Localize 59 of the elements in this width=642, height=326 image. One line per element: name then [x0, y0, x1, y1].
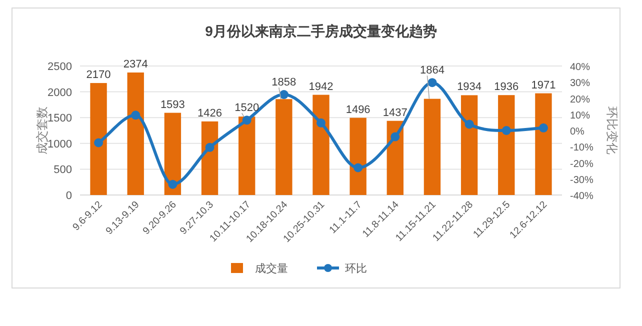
data-label: 1942 — [308, 80, 334, 93]
y-axis-title: 成交套数 — [35, 106, 49, 154]
data-label: 1593 — [160, 98, 185, 111]
data-label: 2374 — [123, 58, 148, 70]
data-label: 1864 — [420, 64, 444, 77]
y2-tick-label: 10% — [570, 110, 590, 122]
bar — [535, 93, 552, 195]
data-label: 1426 — [198, 107, 222, 120]
bar — [201, 121, 218, 195]
y-tick-label: 500 — [54, 164, 72, 176]
bar — [238, 116, 256, 195]
point — [428, 78, 437, 88]
bar — [460, 95, 478, 195]
y2-tick-label: -40% — [570, 191, 594, 202]
data-label: 2170 — [86, 69, 111, 82]
bar — [276, 99, 292, 195]
y-tick-label: 1000 — [48, 138, 72, 150]
y-tick-label: 2500 — [48, 61, 72, 73]
point — [131, 110, 140, 120]
data-label: 1971 — [531, 79, 556, 92]
point — [316, 118, 326, 128]
y2-tick-label: 40% — [570, 62, 590, 73]
y2-axis-title: 环比变化 — [605, 106, 619, 154]
data-label: 1858 — [272, 76, 296, 89]
y-tick-label: 2000 — [48, 86, 72, 99]
bar — [90, 83, 107, 195]
bar — [424, 98, 441, 195]
point — [168, 180, 178, 189]
data-label: 1496 — [346, 104, 370, 116]
point — [502, 126, 511, 135]
legend-label: 成交量 — [255, 262, 288, 275]
y2-tick-label: -10% — [570, 142, 594, 154]
point — [390, 132, 400, 142]
point — [94, 138, 104, 148]
y-tick-label: 1500 — [48, 112, 72, 125]
point — [354, 163, 363, 172]
y2-tick-label: 20% — [570, 94, 590, 106]
point — [538, 123, 548, 132]
bar — [127, 72, 144, 195]
data-label: 1934 — [457, 81, 482, 94]
y-tick-label: 0 — [66, 190, 72, 202]
y2-tick-label: 30% — [570, 78, 590, 90]
y2-tick-label: -20% — [570, 158, 594, 170]
y2-tick-label: 0% — [570, 126, 585, 138]
point — [279, 90, 288, 100]
chart-title: 9月份以来南京二手房成交量变化趋势 — [205, 23, 437, 39]
y2-tick-label: -30% — [570, 174, 594, 186]
bar — [350, 118, 366, 195]
point — [464, 120, 474, 129]
point — [242, 116, 252, 125]
data-label: 1936 — [494, 81, 519, 94]
data-label: 1437 — [382, 106, 408, 119]
bar — [386, 120, 404, 195]
bar — [164, 112, 182, 195]
data-label: 1520 — [234, 102, 260, 114]
point — [205, 142, 214, 152]
bar — [498, 95, 515, 195]
bar — [312, 94, 330, 195]
legend-label: 环比 — [345, 262, 367, 275]
